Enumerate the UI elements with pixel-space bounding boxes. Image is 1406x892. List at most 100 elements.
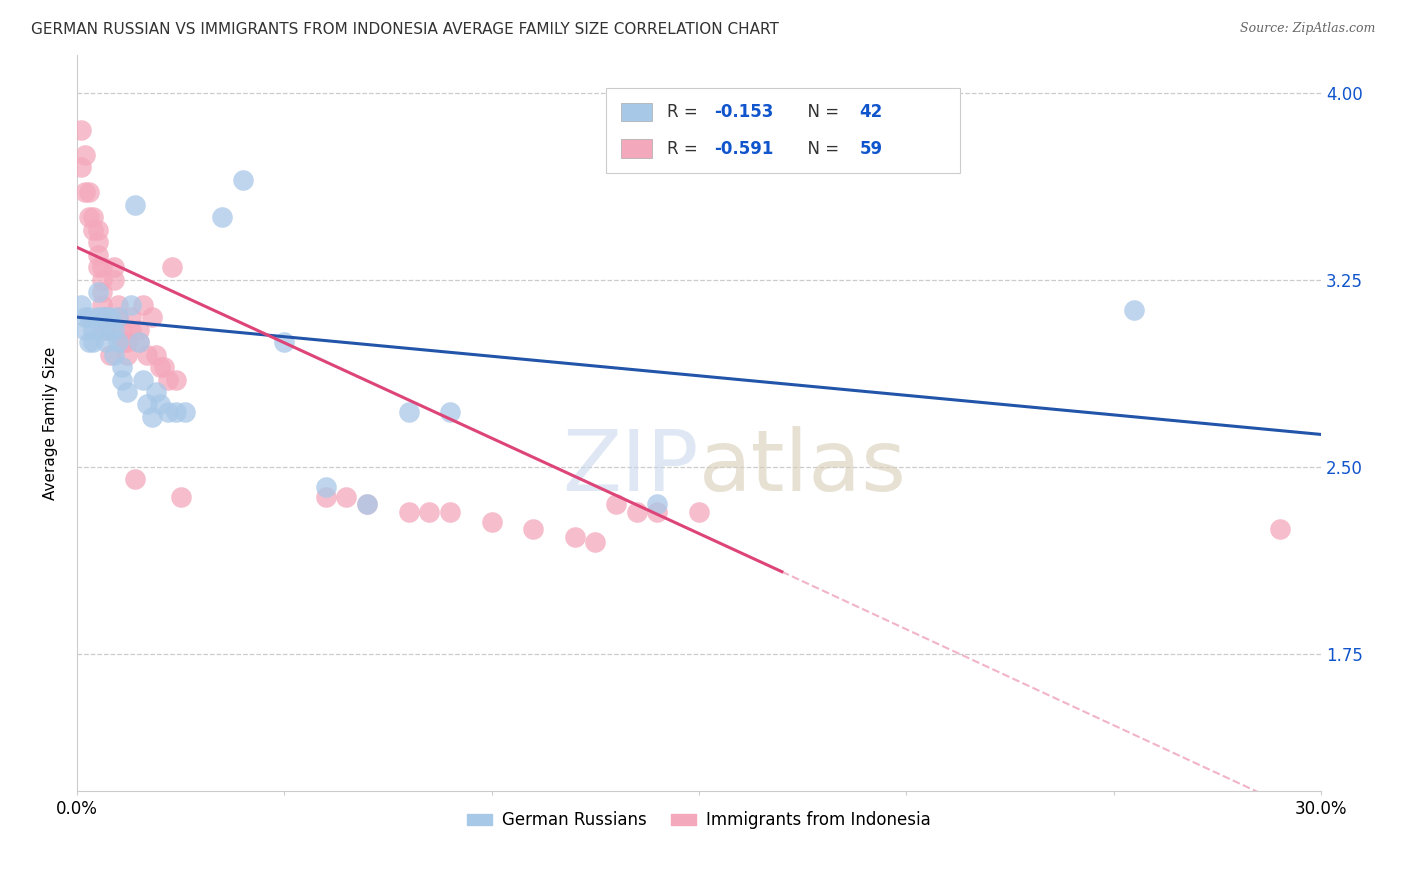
Point bbox=[86, 260, 108, 275]
Point bbox=[157, 405, 180, 419]
Point bbox=[94, 310, 117, 325]
Point bbox=[98, 323, 121, 337]
Text: N =: N = bbox=[797, 140, 845, 158]
Text: R =: R = bbox=[666, 140, 703, 158]
Point bbox=[115, 348, 138, 362]
Point bbox=[75, 186, 97, 200]
Point bbox=[94, 323, 117, 337]
Point bbox=[162, 260, 184, 275]
Text: N =: N = bbox=[797, 103, 845, 120]
Point bbox=[90, 260, 112, 275]
Point bbox=[132, 298, 155, 312]
Point bbox=[82, 323, 104, 337]
Point bbox=[157, 372, 180, 386]
Point bbox=[439, 405, 461, 419]
Point bbox=[82, 211, 104, 225]
Point bbox=[211, 211, 233, 225]
Point bbox=[120, 298, 142, 312]
Point bbox=[418, 505, 440, 519]
Point bbox=[232, 173, 254, 187]
Point bbox=[111, 360, 134, 375]
Point bbox=[82, 335, 104, 350]
Point bbox=[522, 522, 544, 536]
Point bbox=[75, 310, 97, 325]
Point bbox=[79, 211, 101, 225]
Point bbox=[90, 323, 112, 337]
Point bbox=[86, 285, 108, 300]
Point bbox=[398, 405, 420, 419]
Point bbox=[315, 480, 337, 494]
Point bbox=[94, 310, 117, 325]
Point bbox=[149, 397, 172, 411]
Point bbox=[98, 348, 121, 362]
Point bbox=[439, 505, 461, 519]
Point bbox=[136, 397, 159, 411]
Text: Source: ZipAtlas.com: Source: ZipAtlas.com bbox=[1240, 22, 1375, 36]
Point bbox=[70, 123, 93, 137]
Point bbox=[103, 273, 125, 287]
Point bbox=[153, 360, 176, 375]
Point bbox=[75, 148, 97, 162]
Point bbox=[647, 497, 669, 511]
Point bbox=[103, 323, 125, 337]
Point bbox=[128, 323, 150, 337]
Point bbox=[169, 490, 191, 504]
Point bbox=[98, 310, 121, 325]
Point bbox=[107, 335, 129, 350]
Point bbox=[173, 405, 195, 419]
Point bbox=[111, 335, 134, 350]
Point bbox=[398, 505, 420, 519]
Text: R =: R = bbox=[666, 103, 703, 120]
Point bbox=[82, 223, 104, 237]
Point bbox=[141, 310, 163, 325]
Point bbox=[145, 384, 167, 399]
Point bbox=[70, 161, 93, 175]
Point bbox=[583, 534, 606, 549]
Point bbox=[481, 515, 503, 529]
Point bbox=[86, 310, 108, 325]
Point bbox=[149, 360, 172, 375]
Point bbox=[124, 472, 146, 486]
Point bbox=[165, 405, 187, 419]
Point bbox=[86, 248, 108, 262]
Point bbox=[79, 335, 101, 350]
Point bbox=[356, 497, 378, 511]
Point bbox=[90, 310, 112, 325]
Point bbox=[94, 310, 117, 325]
Point bbox=[107, 310, 129, 325]
Text: ZIP: ZIP bbox=[562, 425, 699, 508]
Point bbox=[115, 384, 138, 399]
Point bbox=[111, 323, 134, 337]
Point bbox=[90, 285, 112, 300]
Text: 59: 59 bbox=[859, 140, 883, 158]
Text: -0.591: -0.591 bbox=[714, 140, 773, 158]
Legend: German Russians, Immigrants from Indonesia: German Russians, Immigrants from Indones… bbox=[460, 805, 938, 836]
Point bbox=[94, 335, 117, 350]
Point bbox=[103, 260, 125, 275]
Point bbox=[86, 235, 108, 250]
Y-axis label: Average Family Size: Average Family Size bbox=[44, 346, 58, 500]
Point bbox=[564, 530, 586, 544]
Point bbox=[103, 348, 125, 362]
Point bbox=[90, 273, 112, 287]
Point bbox=[120, 323, 142, 337]
Point bbox=[132, 372, 155, 386]
Point bbox=[315, 490, 337, 504]
Point bbox=[79, 186, 101, 200]
Point bbox=[75, 323, 97, 337]
Text: GERMAN RUSSIAN VS IMMIGRANTS FROM INDONESIA AVERAGE FAMILY SIZE CORRELATION CHAR: GERMAN RUSSIAN VS IMMIGRANTS FROM INDONE… bbox=[31, 22, 779, 37]
Point bbox=[136, 348, 159, 362]
Point bbox=[120, 310, 142, 325]
Text: -0.153: -0.153 bbox=[714, 103, 773, 120]
Point bbox=[273, 335, 295, 350]
Point bbox=[605, 497, 627, 511]
Point bbox=[70, 298, 93, 312]
Point bbox=[145, 348, 167, 362]
Text: 42: 42 bbox=[859, 103, 883, 120]
Point bbox=[626, 505, 648, 519]
Point bbox=[165, 372, 187, 386]
Point bbox=[688, 505, 710, 519]
Bar bbox=[620, 103, 651, 121]
Point bbox=[111, 372, 134, 386]
Text: atlas: atlas bbox=[699, 425, 907, 508]
